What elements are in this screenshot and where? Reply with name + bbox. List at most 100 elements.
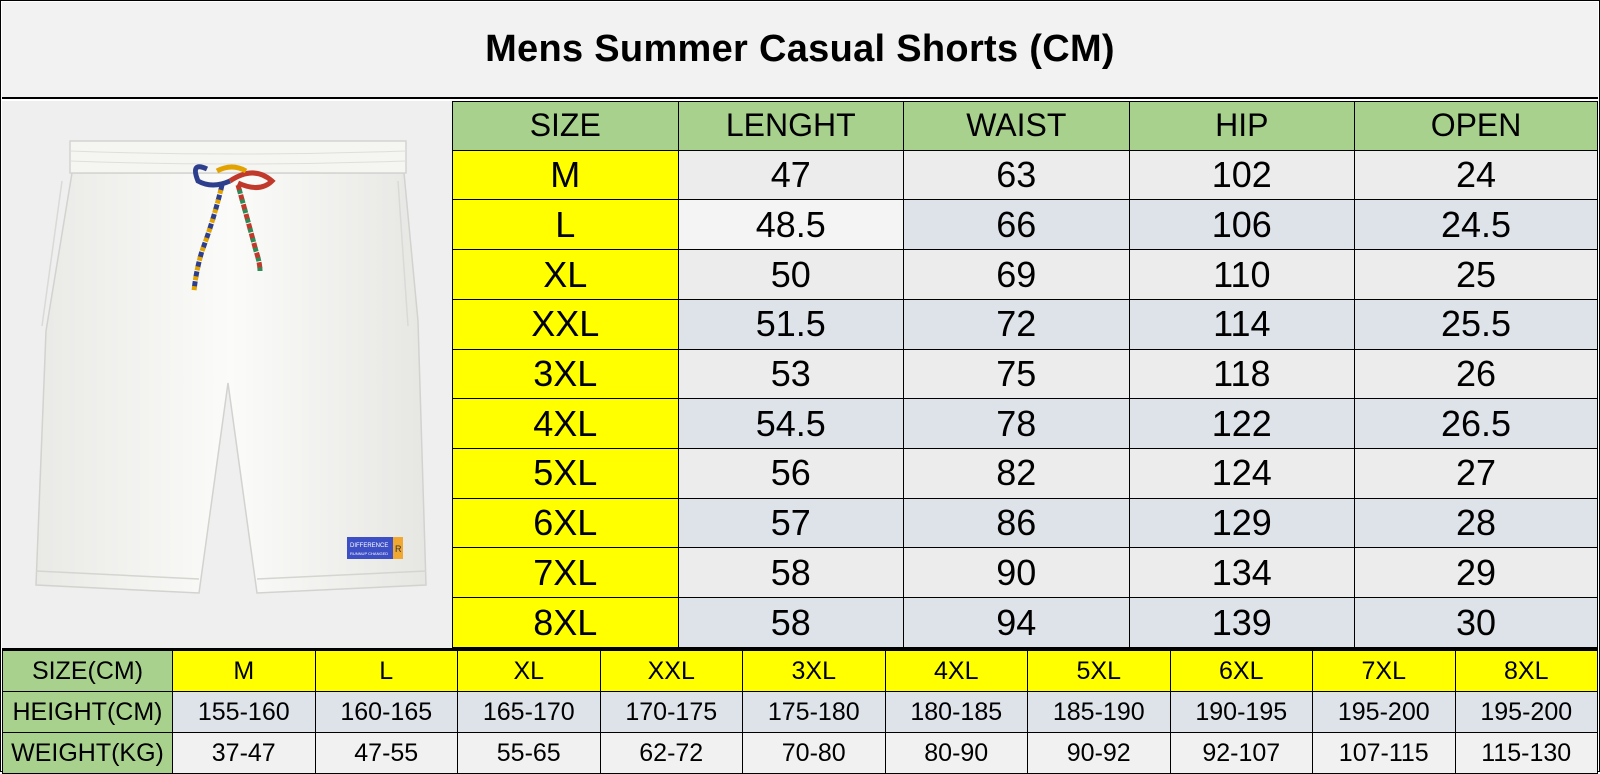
fit-height-cell: 195-200 <box>1454 691 1598 733</box>
patch-subtext: RUNNUP CHANGED <box>350 551 388 556</box>
fit-weight-cell: 37-47 <box>172 732 316 774</box>
fit-size-cell: 6XL <box>1169 649 1313 692</box>
size-cell: 3XL <box>452 348 679 400</box>
open-cell: 24 <box>1354 149 1598 201</box>
tag-letter: R <box>395 544 402 554</box>
fit-weight-cell: 47-55 <box>314 732 458 774</box>
hip-cell: 118 <box>1128 348 1356 400</box>
hip-cell: 114 <box>1128 298 1356 350</box>
header-open: OPEN <box>1354 101 1598 151</box>
fit-height-cell: 155-160 <box>172 691 316 733</box>
header-size: SIZE <box>452 101 679 151</box>
fit-size-cell: 7XL <box>1312 649 1456 692</box>
size-cell: 7XL <box>452 547 679 599</box>
orange-tag <box>393 537 403 559</box>
fit-weight-cell: 92-107 <box>1169 732 1313 774</box>
fit-weight-cell: 70-80 <box>742 732 886 774</box>
fit-guide-table: SIZE(CM) M L XL XXL 3XL 4XL 5XL 6XL 7XL … <box>2 648 1598 774</box>
table-row: XL 50 69 110 25 <box>452 249 1598 300</box>
fit-weight-label: WEIGHT(KG) <box>2 732 173 774</box>
hip-cell: 129 <box>1128 497 1356 549</box>
waist-cell: 72 <box>903 298 1130 350</box>
fit-weight-cell: 62-72 <box>599 732 743 774</box>
fit-size-cell: XL <box>457 649 601 692</box>
hip-cell: 124 <box>1128 448 1356 499</box>
header-row: SIZE LENGHT WAIST HIP OPEN <box>452 101 1598 151</box>
hip-cell: 139 <box>1128 597 1356 648</box>
open-cell: 26.5 <box>1354 398 1598 450</box>
header-length: LENGHT <box>677 101 905 151</box>
shorts-image: DIFFERENCE RUNNUP CHANGED R <box>35 140 427 594</box>
size-measurement-table: SIZE LENGHT WAIST HIP OPEN M 47 63 102 2… <box>452 101 1598 648</box>
open-cell: 30 <box>1354 597 1598 648</box>
header-hip: HIP <box>1128 101 1356 151</box>
fit-size-cell: M <box>172 649 316 692</box>
waist-cell: 90 <box>903 547 1130 599</box>
fit-size-cell: 8XL <box>1454 649 1598 692</box>
fit-size-cell: L <box>314 649 458 692</box>
table-row: 5XL 56 82 124 27 <box>452 448 1598 499</box>
length-cell: 51.5 <box>677 298 905 350</box>
table-row: 6XL 57 86 129 28 <box>452 497 1598 549</box>
length-cell: 53 <box>677 348 905 400</box>
waist-cell: 63 <box>903 149 1130 201</box>
fit-height-cell: 175-180 <box>742 691 886 733</box>
length-cell: 48.5 <box>677 199 905 251</box>
hip-cell: 110 <box>1128 249 1356 300</box>
length-cell: 50 <box>677 249 905 300</box>
brand-patch <box>347 537 393 559</box>
open-cell: 24.5 <box>1354 199 1598 251</box>
fit-height-cell: 190-195 <box>1169 691 1313 733</box>
size-cell: 4XL <box>452 398 679 450</box>
table-row: 8XL 58 94 139 30 <box>452 597 1598 648</box>
size-cell: XL <box>452 249 679 300</box>
fit-height-label: HEIGHT(CM) <box>2 691 173 733</box>
fit-height-cell: 185-190 <box>1027 691 1171 733</box>
size-cell: XXL <box>452 298 679 350</box>
chart-title: Mens Summer Casual Shorts (CM) <box>485 28 1115 70</box>
fit-size-cell: XXL <box>599 649 743 692</box>
fit-size-row: SIZE(CM) M L XL XXL 3XL 4XL 5XL 6XL 7XL … <box>2 649 1598 692</box>
fit-size-label: SIZE(CM) <box>2 649 173 692</box>
product-photo: DIFFERENCE RUNNUP CHANGED R <box>2 101 452 648</box>
fit-size-cell: 3XL <box>742 649 886 692</box>
open-cell: 27 <box>1354 448 1598 499</box>
fit-size-cell: 5XL <box>1027 649 1171 692</box>
hip-cell: 102 <box>1128 149 1356 201</box>
length-cell: 47 <box>677 149 905 201</box>
open-cell: 28 <box>1354 497 1598 549</box>
size-cell: 6XL <box>452 497 679 549</box>
waist-cell: 69 <box>903 249 1130 300</box>
hip-cell: 106 <box>1128 199 1356 251</box>
open-cell: 26 <box>1354 348 1598 400</box>
open-cell: 29 <box>1354 547 1598 599</box>
size-cell: L <box>452 199 679 251</box>
waist-cell: 86 <box>903 497 1130 549</box>
fit-height-cell: 170-175 <box>599 691 743 733</box>
fit-size-cell: 4XL <box>884 649 1028 692</box>
title-bar: Mens Summer Casual Shorts (CM) <box>2 2 1598 99</box>
size-cell: 8XL <box>452 597 679 648</box>
size-cell: 5XL <box>452 448 679 499</box>
waist-cell: 78 <box>903 398 1130 450</box>
fit-weight-cell: 55-65 <box>457 732 601 774</box>
fit-weight-row: WEIGHT(KG) 37-47 47-55 55-65 62-72 70-80… <box>2 732 1598 774</box>
waist-cell: 75 <box>903 348 1130 400</box>
table-row: XXL 51.5 72 114 25.5 <box>452 298 1598 350</box>
fit-height-cell: 195-200 <box>1312 691 1456 733</box>
fit-weight-cell: 115-130 <box>1454 732 1598 774</box>
fit-height-row: HEIGHT(CM) 155-160 160-165 165-170 170-1… <box>2 691 1598 733</box>
size-cell: M <box>452 149 679 201</box>
fit-weight-cell: 80-90 <box>884 732 1028 774</box>
fit-weight-cell: 90-92 <box>1027 732 1171 774</box>
table-row: L 48.5 66 106 24.5 <box>452 199 1598 251</box>
hip-cell: 122 <box>1128 398 1356 450</box>
length-cell: 58 <box>677 547 905 599</box>
table-row: M 47 63 102 24 <box>452 149 1598 201</box>
open-cell: 25.5 <box>1354 298 1598 350</box>
table-row: 7XL 58 90 134 29 <box>452 547 1598 599</box>
table-row: 4XL 54.5 78 122 26.5 <box>452 398 1598 450</box>
fit-height-cell: 165-170 <box>457 691 601 733</box>
patch-text: DIFFERENCE <box>350 543 388 549</box>
waist-cell: 94 <box>903 597 1130 648</box>
